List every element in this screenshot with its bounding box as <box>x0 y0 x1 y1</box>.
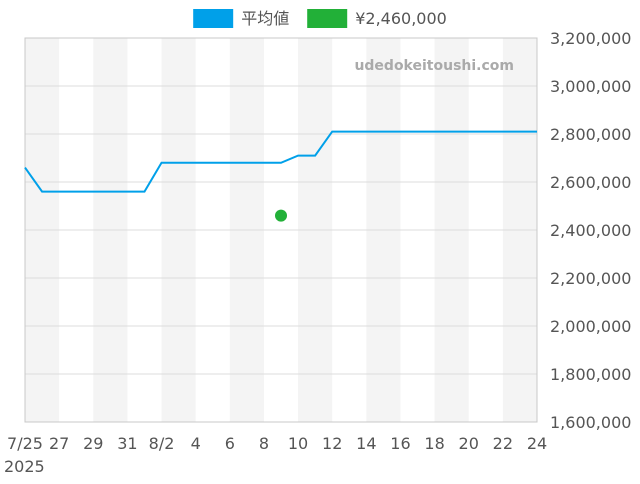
y-tick-label: 2,400,000 <box>550 221 631 240</box>
watermark: udedokeitoushi.com <box>354 58 514 74</box>
y-tick-label: 2,200,000 <box>550 269 631 288</box>
x-tick-label: 6 <box>225 434 235 453</box>
y-tick-label: 3,200,000 <box>550 29 631 48</box>
average-price-line <box>24 130 537 193</box>
y-tick-label: 1,600,000 <box>550 413 631 432</box>
x-tick-label: 24 <box>527 434 547 453</box>
legend-label: 平均値 <box>241 9 289 28</box>
price-point <box>275 209 287 222</box>
y-tick-label: 3,000,000 <box>550 77 631 96</box>
x-tick-label: 10 <box>288 434 308 453</box>
x-tick-label: 31 <box>117 434 137 453</box>
x-tick-label: 27 <box>49 434 69 453</box>
y-tick-label: 2,000,000 <box>550 317 631 336</box>
x-tick-label: 14 <box>356 434 376 453</box>
plot-frame <box>24 37 538 423</box>
legend-label: ¥2,460,000 <box>355 9 447 28</box>
x-year-label: 2025 <box>4 457 45 476</box>
legend-swatch <box>193 9 234 28</box>
x-tick-label: 4 <box>191 434 201 453</box>
x-tick-label: 18 <box>424 434 444 453</box>
x-tick-label: 8 <box>259 434 269 453</box>
y-tick-label: 2,600,000 <box>550 173 631 192</box>
legend-swatch <box>307 9 348 28</box>
x-tick-label: 22 <box>493 434 513 453</box>
x-tick-label: 29 <box>83 434 103 453</box>
x-tick-label: 8/2 <box>149 434 175 453</box>
x-tick-label: 7/25 <box>7 434 43 453</box>
y-tick-label: 2,800,000 <box>550 125 631 144</box>
x-tick-label: 16 <box>390 434 410 453</box>
y-tick-label: 1,800,000 <box>550 365 631 384</box>
x-tick-label: 20 <box>459 434 479 453</box>
x-tick-label: 12 <box>322 434 342 453</box>
